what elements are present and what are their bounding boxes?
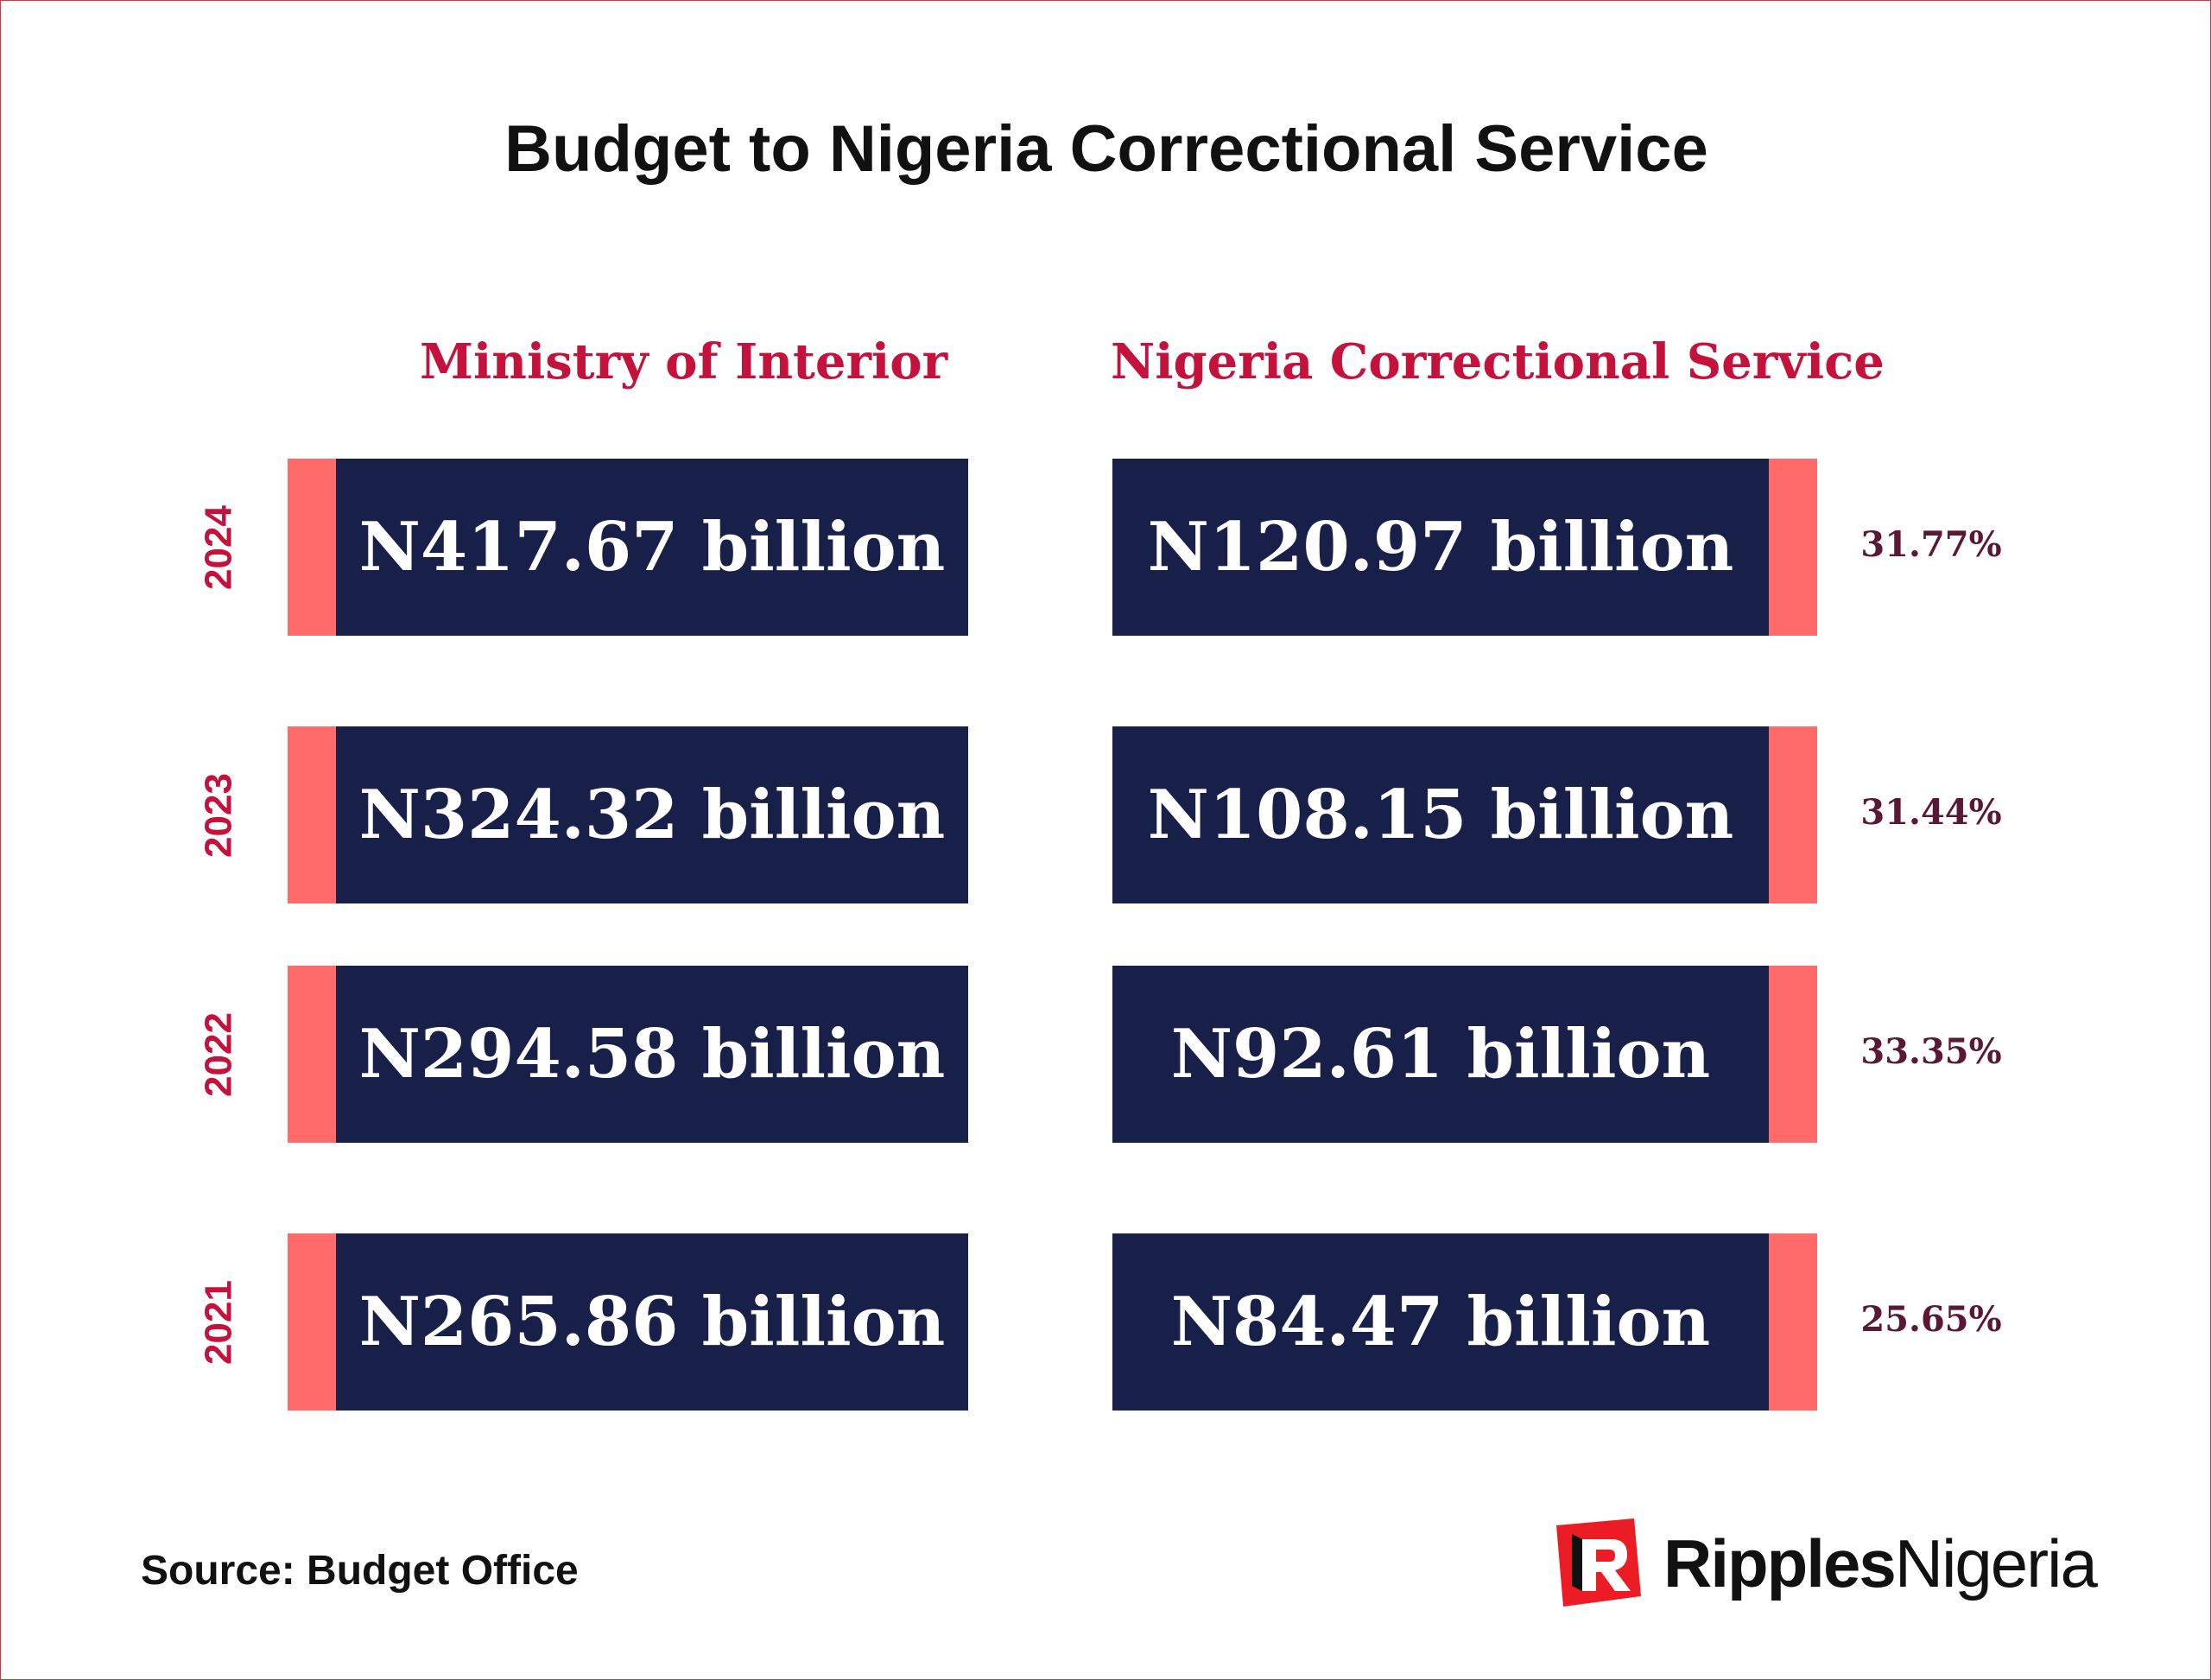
accent-strip <box>1769 459 1817 636</box>
source-note: Source: Budget Office <box>141 1548 579 1594</box>
logo-wordmark-regular: Nigeria <box>1894 1525 2098 1601</box>
ripples-nigeria-logo: RipplesNigeria <box>1551 1517 2098 1610</box>
accent-strip <box>288 966 336 1143</box>
accent-strip <box>1769 726 1817 903</box>
interior-bar: N417.67 billion <box>336 459 968 636</box>
ncs-bar: N92.61 billion <box>1112 966 1769 1143</box>
year-label: 2023 <box>197 773 240 858</box>
column-header-interior: Ministry of Interior <box>420 333 948 390</box>
column-header-ncs: Nigeria Correctional Service <box>1111 333 1885 390</box>
interior-bar: N265.86 billion <box>336 1233 968 1411</box>
accent-strip <box>288 726 336 903</box>
ncs-value: N92.61 billion <box>1170 1015 1711 1094</box>
accent-strip <box>288 1233 336 1411</box>
accent-strip <box>1769 966 1817 1143</box>
ncs-value: N120.97 billion <box>1147 508 1734 586</box>
interior-value: N294.58 billion <box>358 1015 946 1094</box>
ripples-logo-icon <box>1556 1518 1641 1607</box>
accent-strip <box>1769 1233 1817 1411</box>
ncs-value: N108.15 billion <box>1147 776 1734 854</box>
ncs-bar: N108.15 billion <box>1112 726 1769 903</box>
interior-value: N324.32 billion <box>358 776 946 854</box>
logo-wordmark: RipplesNigeria <box>1663 1525 2098 1603</box>
ncs-bar: N120.97 billion <box>1112 459 1769 636</box>
accent-strip <box>288 459 336 636</box>
ncs-bar: N84.47 billion <box>1112 1233 1769 1411</box>
year-label: 2024 <box>197 505 240 590</box>
share-percent: 31.77% <box>1860 524 2002 565</box>
share-percent: 25.65% <box>1860 1299 2002 1340</box>
ncs-value: N84.47 billion <box>1170 1283 1711 1361</box>
interior-bar: N324.32 billion <box>336 726 968 903</box>
interior-value: N265.86 billion <box>358 1283 946 1361</box>
logo-wordmark-bold: Ripples <box>1663 1525 1897 1601</box>
interior-bar: N294.58 billion <box>336 966 968 1143</box>
year-label: 2021 <box>197 1280 240 1365</box>
interior-value: N417.67 billion <box>358 508 946 586</box>
year-label: 2022 <box>197 1012 240 1097</box>
share-percent: 33.35% <box>1860 1031 2002 1072</box>
chart-title: Budget to Nigeria Correctional Service <box>504 112 1708 186</box>
share-percent: 31.44% <box>1860 792 2002 833</box>
